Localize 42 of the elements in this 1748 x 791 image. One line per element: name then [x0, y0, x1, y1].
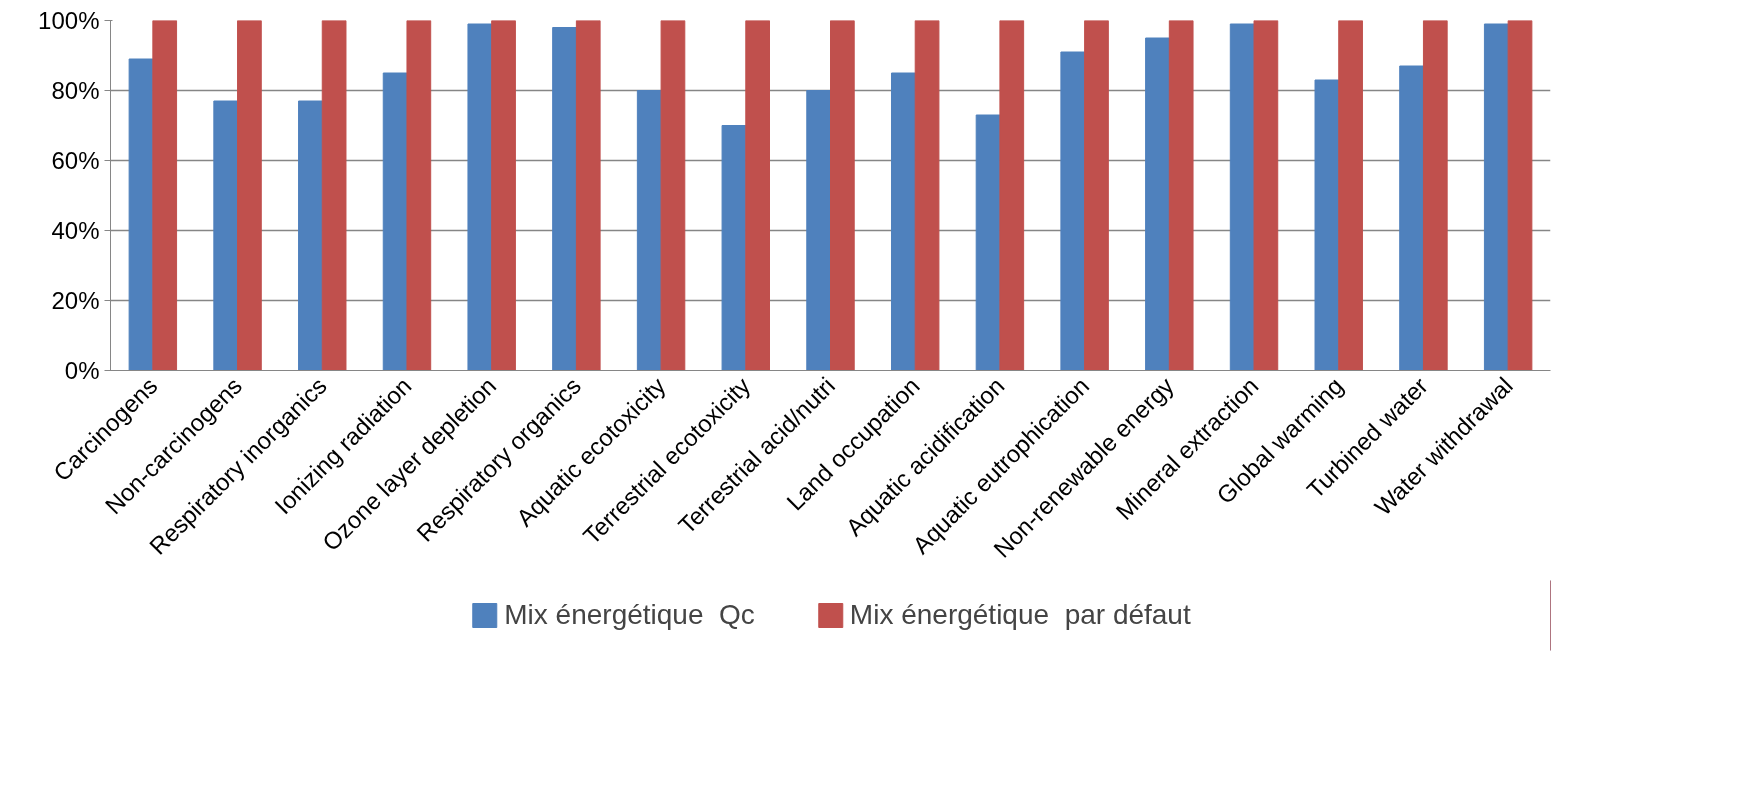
bar: [298, 100, 323, 371]
legend-label: Mix énergétique Qc: [504, 599, 755, 631]
bar: [406, 20, 432, 371]
y-tick-label: 0%: [64, 357, 100, 384]
bar: [914, 20, 940, 371]
legend-label: Mix énergétique par défaut: [849, 599, 1191, 631]
y-tick-label: 60%: [51, 147, 100, 174]
y-tick-label: 40%: [51, 217, 100, 244]
bar: [575, 20, 601, 371]
bar: [1084, 20, 1109, 371]
bar: [152, 20, 178, 371]
bar: [1507, 20, 1533, 371]
bar: [1168, 20, 1194, 371]
bar: [1229, 23, 1255, 371]
bar: [213, 100, 239, 371]
bar: [1338, 20, 1363, 371]
y-tick-label: 100%: [38, 7, 100, 34]
bar: [1253, 20, 1279, 371]
bar: [321, 20, 347, 371]
bar: [382, 72, 408, 371]
bar: [660, 20, 686, 371]
bar: [636, 90, 662, 371]
y-tick-label: 20%: [51, 287, 100, 314]
bar: [1399, 65, 1424, 371]
bar: [806, 90, 831, 371]
bar: [745, 20, 771, 371]
bar: [237, 20, 262, 371]
bar: [721, 125, 747, 371]
bar: [1314, 79, 1340, 371]
bar: [467, 23, 493, 371]
bar: [890, 72, 916, 371]
bar: [552, 27, 577, 371]
bar: [999, 20, 1025, 371]
bar: [975, 114, 1001, 371]
bar: [491, 20, 516, 371]
y-tick-label: 80%: [51, 77, 100, 104]
bar: [128, 58, 154, 371]
bar: [1422, 20, 1448, 371]
bar: [1060, 51, 1086, 371]
bar: [1145, 37, 1170, 371]
bar: [1483, 23, 1509, 371]
bar: [830, 20, 855, 371]
